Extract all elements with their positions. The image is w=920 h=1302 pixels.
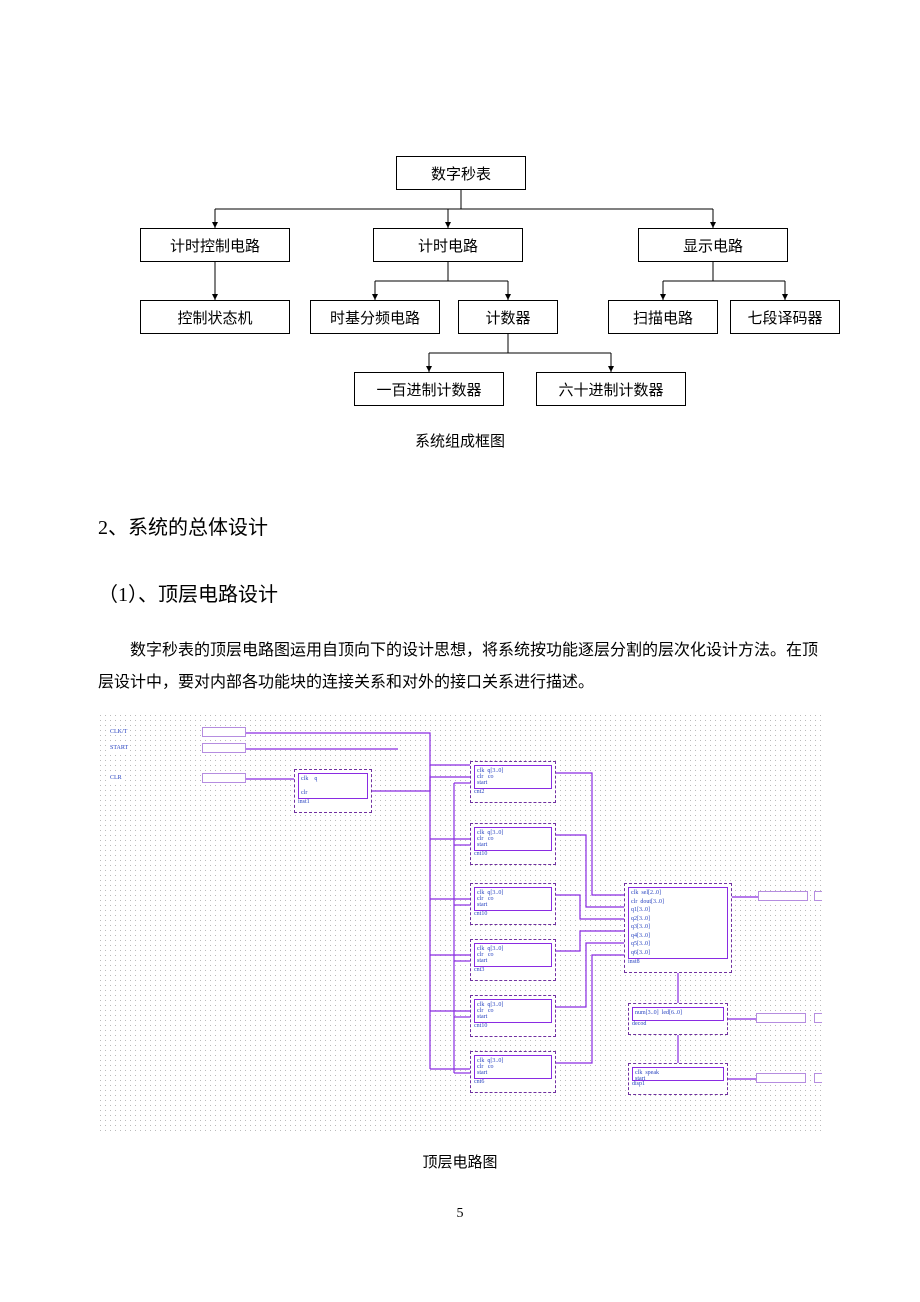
schematic-block-disp: clk speakstartdisp1 xyxy=(628,1063,728,1095)
schematic-input-0: CLK/T xyxy=(108,729,129,735)
schematic-block-cnt3: clk q[3..0]clr costartcnt3 xyxy=(470,939,556,981)
system-tree-diagram: 数字秒表计时控制电路计时电路显示电路控制状态机时基分频电路计数器扫描电路七段译码… xyxy=(98,130,822,410)
tree-node-n2: 计时电路 xyxy=(373,228,523,262)
page-number: 5 xyxy=(0,1206,920,1222)
schematic-output-0 xyxy=(758,891,808,901)
schematic-output-1 xyxy=(814,891,822,901)
schematic-pin-0 xyxy=(202,727,246,737)
schematic-block-cnt10a: clk q[3..0]clr costartcnt10 xyxy=(470,823,556,865)
tree-node-n11: 控制状态机 xyxy=(140,300,290,334)
schematic-caption: 顶层电路图 xyxy=(98,1151,822,1172)
schematic-output-3 xyxy=(814,1013,822,1023)
schematic-output-4 xyxy=(756,1073,806,1083)
top-circuit-schematic: CLK/T START CLR clk qclrinst1 clk q[3..0]clr… xyxy=(98,713,822,1133)
tree-node-n3: 显示电路 xyxy=(638,228,788,262)
schematic-block-dec: num[3..0] led[6..0]decod xyxy=(628,1003,728,1035)
tree-node-root: 数字秒表 xyxy=(396,156,526,190)
tree-node-n21: 时基分频电路 xyxy=(310,300,440,334)
tree-node-n22: 计数器 xyxy=(458,300,558,334)
schematic-output-5 xyxy=(814,1073,822,1083)
schematic-pin-2 xyxy=(202,773,246,783)
schematic-block-inst1: clk qclrinst1 xyxy=(294,769,372,813)
tree-node-n221: 一百进制计数器 xyxy=(354,372,504,406)
body-paragraph: 数字秒表的顶层电路图运用自顶向下的设计思想，将系统按功能逐层分割的层次化设计方法… xyxy=(98,635,822,699)
schematic-block-sel: clk sel[2..0]clr dout[3..0]q1[3..0]q2[3.… xyxy=(624,883,732,973)
schematic-input-2: CLR xyxy=(108,775,124,781)
schematic-block-cnt10c: clk q[3..0]clr costartcnt10 xyxy=(470,995,556,1037)
schematic-block-cnt10b: clk q[3..0]clr costartcnt10 xyxy=(470,883,556,925)
tree-node-n32: 七段译码器 xyxy=(730,300,840,334)
tree-node-n222: 六十进制计数器 xyxy=(536,372,686,406)
tree-node-n1: 计时控制电路 xyxy=(140,228,290,262)
schematic-output-2 xyxy=(756,1013,806,1023)
tree-node-n31: 扫描电路 xyxy=(608,300,718,334)
subsection-heading-1: （1）、顶层电路设计 xyxy=(98,578,822,607)
schematic-block-cnt2: clk q[3..0]clr costartcnt2 xyxy=(470,761,556,803)
schematic-input-1: START xyxy=(108,745,130,751)
schematic-pin-1 xyxy=(202,743,246,753)
tree-caption: 系统组成框图 xyxy=(98,430,822,451)
schematic-block-cnt6: clk q[3..0]clr costartcnt6 xyxy=(470,1051,556,1093)
section-heading-2: 2、系统的总体设计 xyxy=(98,511,822,540)
